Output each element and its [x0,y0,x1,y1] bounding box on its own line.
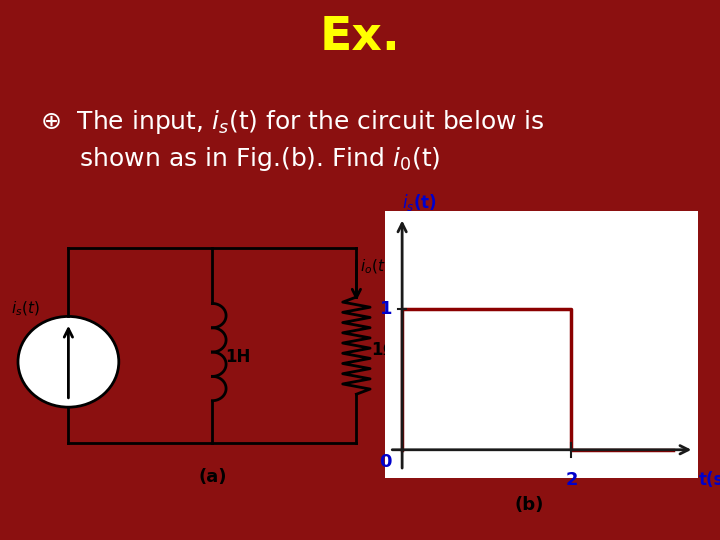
Text: t(s): t(s) [698,471,720,489]
Text: $i_o(t)$: $i_o(t)$ [360,258,390,276]
Text: 0: 0 [379,453,392,470]
Text: shown as in Fig.(b). Find $i_0$(t): shown as in Fig.(b). Find $i_0$(t) [40,145,440,173]
Text: $i_s(t)$: $i_s(t)$ [11,300,40,318]
Text: Ex.: Ex. [320,15,400,60]
Text: (b): (b) [515,496,544,514]
Text: $\oplus$  The input, $i_s$(t) for the circuit below is: $\oplus$ The input, $i_s$(t) for the cir… [40,107,544,136]
Text: 1: 1 [379,300,392,318]
Circle shape [18,316,119,407]
Text: 2: 2 [565,471,577,489]
Text: $i_s$(t): $i_s$(t) [402,192,437,213]
Text: 1H: 1H [225,348,251,366]
Text: 1$\Omega$: 1$\Omega$ [371,341,397,359]
Text: (a): (a) [198,468,227,485]
